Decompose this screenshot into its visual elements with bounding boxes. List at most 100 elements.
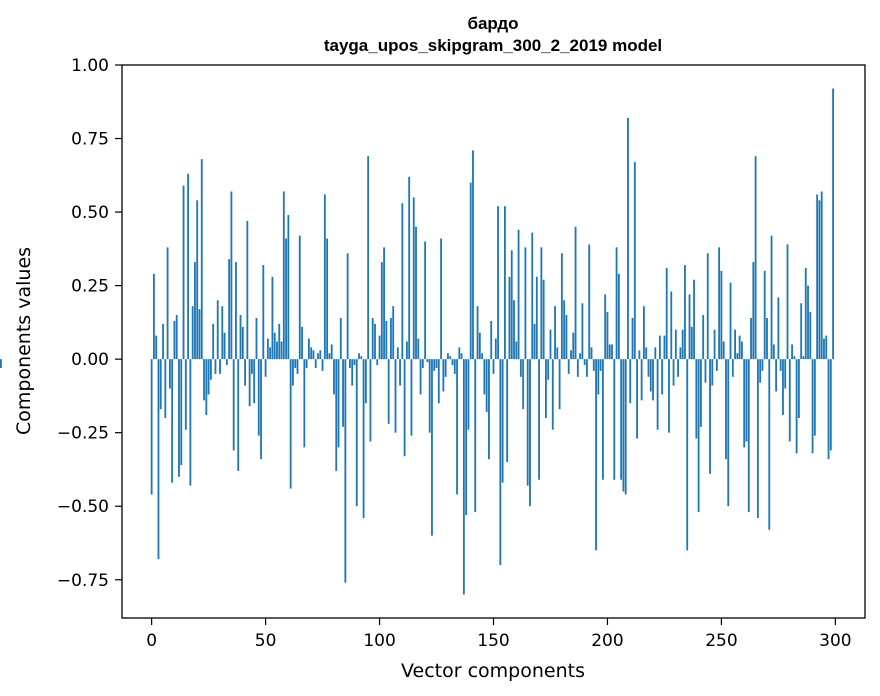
bar-105 xyxy=(390,317,392,360)
bar-201 xyxy=(608,344,611,360)
bar-45 xyxy=(253,359,256,404)
bar-146 xyxy=(483,359,486,395)
bar-239 xyxy=(695,359,698,439)
bar-270 xyxy=(766,317,768,360)
bar-60 xyxy=(287,215,290,360)
bar-190 xyxy=(583,359,586,366)
bar-243 xyxy=(704,359,707,383)
bar-272 xyxy=(770,235,773,360)
bar-67 xyxy=(303,359,306,448)
bar-264 xyxy=(752,262,755,360)
bar-208 xyxy=(624,359,627,495)
bar-161 xyxy=(517,229,520,360)
bar-287 xyxy=(804,267,807,360)
bar-297 xyxy=(827,359,830,460)
bar-156 xyxy=(506,359,509,463)
bar-102 xyxy=(383,247,386,360)
bar-92 xyxy=(360,356,363,360)
bar-153 xyxy=(499,359,502,566)
bar-30 xyxy=(219,359,221,374)
bar-121 xyxy=(426,359,429,363)
bar-165 xyxy=(526,359,529,486)
bar-145 xyxy=(481,353,484,360)
bar-122 xyxy=(428,359,431,433)
bar-213 xyxy=(636,359,638,439)
bar-300 xyxy=(0,359,2,368)
bar-76 xyxy=(323,194,326,360)
bar-236 xyxy=(688,294,691,360)
bar-115 xyxy=(412,197,415,360)
bar-155 xyxy=(503,206,506,360)
bar-113 xyxy=(408,176,411,360)
bar-53 xyxy=(271,276,274,360)
bar-255 xyxy=(731,359,734,377)
bar-47 xyxy=(257,359,260,436)
bar-164 xyxy=(524,247,527,360)
bar-293 xyxy=(818,200,821,360)
bar-197 xyxy=(599,359,602,371)
bar-216 xyxy=(643,306,645,360)
bar-279 xyxy=(786,244,789,360)
bar-3 xyxy=(157,359,160,560)
bar-267 xyxy=(759,359,762,383)
bar-131 xyxy=(449,356,452,360)
bar-262 xyxy=(747,359,750,513)
bar-154 xyxy=(501,359,504,483)
bar-57 xyxy=(280,341,283,360)
bar-218 xyxy=(647,359,650,377)
bar-215 xyxy=(640,359,643,401)
x-tick-label-6: 300 xyxy=(819,631,851,651)
bar-157 xyxy=(508,276,511,360)
bar-33 xyxy=(225,359,228,366)
bar-188 xyxy=(579,353,582,360)
bar-104 xyxy=(387,359,390,424)
bar-91 xyxy=(358,353,360,360)
bar-17 xyxy=(189,359,192,486)
bar-138 xyxy=(465,359,468,516)
x-tick-label-3: 150 xyxy=(477,631,509,651)
bar-169 xyxy=(535,276,538,360)
bar-198 xyxy=(601,359,604,480)
x-tick-label-5: 250 xyxy=(705,631,737,651)
bars-group xyxy=(0,88,835,595)
bar-103 xyxy=(385,320,388,360)
bar-268 xyxy=(761,359,764,371)
bar-251 xyxy=(722,341,725,360)
bar-52 xyxy=(269,347,272,360)
bar-19 xyxy=(194,262,196,360)
bar-203 xyxy=(613,359,616,480)
bar-181 xyxy=(563,300,566,360)
bar-62 xyxy=(292,359,294,386)
bar-292 xyxy=(816,194,819,360)
bar-159 xyxy=(513,300,515,360)
bar-258 xyxy=(738,335,741,360)
bar-281 xyxy=(791,344,793,360)
bar-233 xyxy=(681,329,684,360)
bar-196 xyxy=(597,359,600,395)
bar-134 xyxy=(456,359,458,495)
bar-109 xyxy=(399,359,401,386)
bar-277 xyxy=(782,359,784,416)
bar-284 xyxy=(797,359,800,418)
y-axis-label: Components values xyxy=(13,247,35,435)
bar-202 xyxy=(611,344,613,360)
bar-120 xyxy=(424,241,427,360)
bar-173 xyxy=(545,359,547,418)
bar-204 xyxy=(615,247,618,360)
bar-151 xyxy=(494,338,497,360)
bar-158 xyxy=(510,250,513,360)
bar-18 xyxy=(191,306,194,360)
bar-141 xyxy=(472,150,474,360)
bar-116 xyxy=(415,226,417,360)
bar-68 xyxy=(305,359,308,368)
bar-184 xyxy=(570,350,572,360)
bar-55 xyxy=(276,341,278,360)
bar-211 xyxy=(631,317,634,360)
bar-94 xyxy=(364,359,367,404)
bar-111 xyxy=(403,359,406,457)
bar-22 xyxy=(200,159,203,360)
bar-179 xyxy=(558,359,561,410)
bar-29 xyxy=(216,300,219,360)
bar-13 xyxy=(180,359,183,466)
bar-237 xyxy=(690,326,693,360)
